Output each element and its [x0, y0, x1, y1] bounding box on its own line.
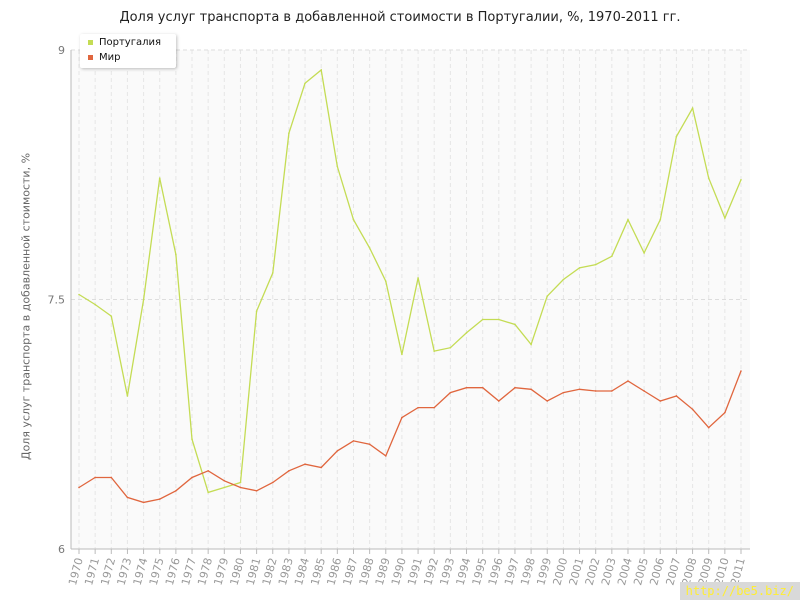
data-point [449, 391, 452, 394]
data-point [724, 411, 726, 414]
data-point [304, 463, 306, 465]
data-point [368, 443, 371, 446]
data-point [368, 247, 371, 249]
data-point [514, 323, 516, 326]
data-point [271, 272, 274, 274]
data-point [433, 350, 436, 352]
legend-label-portugal: Португалия [99, 37, 162, 48]
data-point [384, 455, 387, 457]
y-tick-label: 9 [58, 44, 65, 57]
data-point [175, 489, 177, 492]
data-point [384, 280, 387, 283]
data-point [578, 388, 581, 391]
data-point [320, 466, 322, 469]
data-point [611, 390, 613, 392]
data-point [514, 386, 516, 389]
data-point [401, 416, 403, 419]
data-point [611, 255, 613, 258]
data-point [288, 132, 290, 134]
data-point [110, 315, 113, 317]
data-point [191, 438, 193, 441]
data-point [417, 277, 419, 279]
data-point [449, 346, 452, 349]
data-point [498, 400, 500, 402]
data-point [207, 491, 209, 494]
data-point [126, 496, 129, 499]
watermark-link[interactable]: http://be5.biz/ [679, 582, 800, 600]
data-point [643, 252, 645, 254]
data-point [481, 318, 484, 321]
data-point [207, 470, 209, 472]
data-point [465, 331, 468, 334]
data-point [724, 217, 726, 219]
data-point [158, 498, 161, 500]
data-point [433, 406, 436, 409]
data-point [158, 177, 161, 179]
data-point [78, 486, 80, 489]
data-point [94, 476, 96, 479]
legend: Португалия Мир [80, 34, 176, 68]
legend-swatch-world [88, 54, 93, 60]
data-point [562, 278, 565, 281]
data-point [255, 489, 258, 492]
data-point [578, 267, 581, 269]
data-point [142, 298, 145, 301]
data-point [78, 293, 80, 296]
data-point [175, 253, 177, 256]
series-line-world [78, 370, 742, 504]
legend-item-portugal[interactable]: Португалия [88, 36, 161, 50]
data-point [126, 395, 129, 397]
data-point [562, 391, 565, 394]
data-point [707, 426, 710, 429]
data-point [401, 353, 403, 356]
data-point [223, 486, 226, 489]
data-point [239, 481, 242, 484]
data-point [546, 400, 549, 402]
data-point [223, 480, 226, 482]
data-point [675, 135, 678, 138]
y-tick-label: 7.5 [48, 294, 66, 307]
data-point [740, 178, 742, 181]
data-point [142, 501, 145, 504]
legend-swatch-portugal [88, 39, 93, 45]
data-point [546, 295, 549, 297]
data-point [288, 470, 290, 472]
data-point [352, 218, 355, 221]
data-point [320, 69, 322, 71]
data-point [304, 82, 306, 85]
data-point [352, 440, 355, 442]
data-point [465, 386, 468, 389]
data-point [659, 218, 662, 221]
data-point [627, 218, 629, 221]
data-point [481, 386, 484, 389]
data-point [110, 476, 113, 479]
data-point [498, 318, 500, 321]
data-point [627, 380, 629, 382]
data-point [530, 388, 532, 391]
data-point [239, 486, 242, 489]
series-line-portugal [78, 68, 742, 494]
data-point [659, 400, 662, 402]
data-point [691, 408, 694, 411]
chart-title: Доля услуг транспорта в добавленной стои… [119, 10, 681, 25]
data-point [255, 310, 258, 312]
data-point [707, 177, 710, 179]
data-point [271, 481, 274, 484]
data-point [740, 370, 742, 372]
data-point [336, 450, 339, 452]
data-point [336, 165, 339, 168]
data-point [94, 303, 96, 306]
legend-label-world: Мир [99, 52, 121, 63]
data-point [530, 343, 532, 346]
data-point [417, 406, 419, 409]
data-point [675, 395, 678, 397]
data-point [594, 390, 597, 392]
data-point [643, 390, 645, 392]
data-point [594, 263, 597, 266]
data-point [191, 476, 193, 479]
y-tick-label: 6 [58, 543, 65, 556]
legend-item-world[interactable]: Мир [88, 51, 120, 65]
data-point [691, 107, 694, 110]
